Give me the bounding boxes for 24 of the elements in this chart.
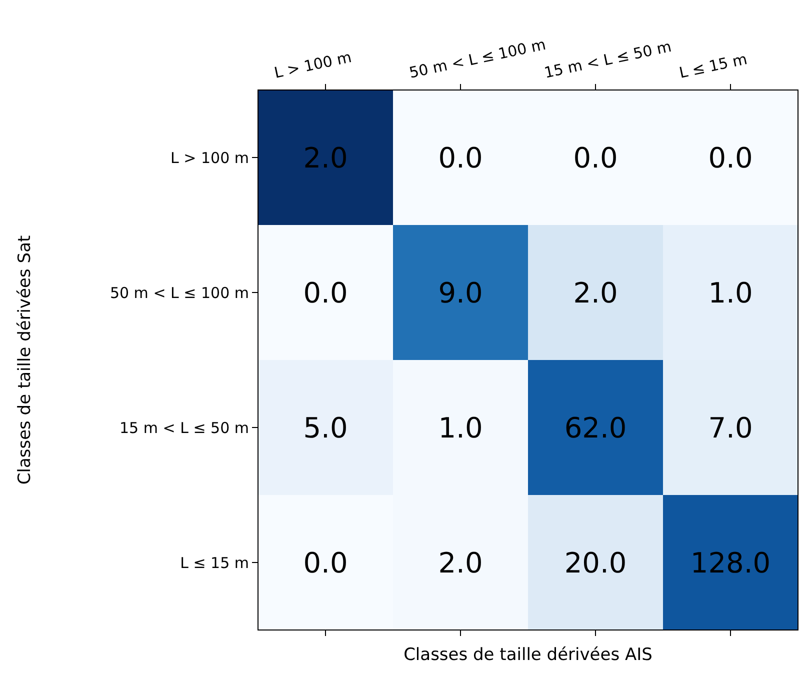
- data-label: 20.0: [564, 546, 627, 580]
- y-tick-label: L ≤ 15 m: [180, 554, 249, 572]
- data-label: 5.0: [303, 411, 348, 444]
- data-label: 1.0: [708, 276, 753, 310]
- data-label: 1.0: [438, 411, 483, 444]
- x-axis-title: Classes de taille dérivées AIS: [404, 645, 652, 665]
- data-label: 9.0: [438, 276, 483, 310]
- x-tick-label: L > 100 m: [272, 48, 354, 82]
- data-label: 7.0: [708, 411, 753, 444]
- data-label: 2.0: [573, 276, 618, 310]
- data-label: 62.0: [564, 411, 627, 444]
- data-label: 2.0: [303, 141, 348, 174]
- data-label: 2.0: [438, 546, 483, 580]
- y-axis-title: Classes de taille dérivées Sat: [15, 235, 35, 485]
- y-tick-label: L > 100 m: [170, 148, 249, 167]
- data-label: 128.0: [690, 546, 771, 580]
- data-label: 0.0: [303, 276, 348, 310]
- data-label: 0.0: [573, 141, 618, 174]
- data-label: 0.0: [708, 141, 753, 174]
- x-tick-label: L ≤ 15 m: [678, 50, 749, 82]
- data-label: 0.0: [438, 141, 483, 174]
- data-label: 0.0: [303, 546, 348, 580]
- y-tick-label: 15 m < L ≤ 50 m: [120, 418, 249, 437]
- y-tick-label: 50 m < L ≤ 100 m: [110, 284, 249, 302]
